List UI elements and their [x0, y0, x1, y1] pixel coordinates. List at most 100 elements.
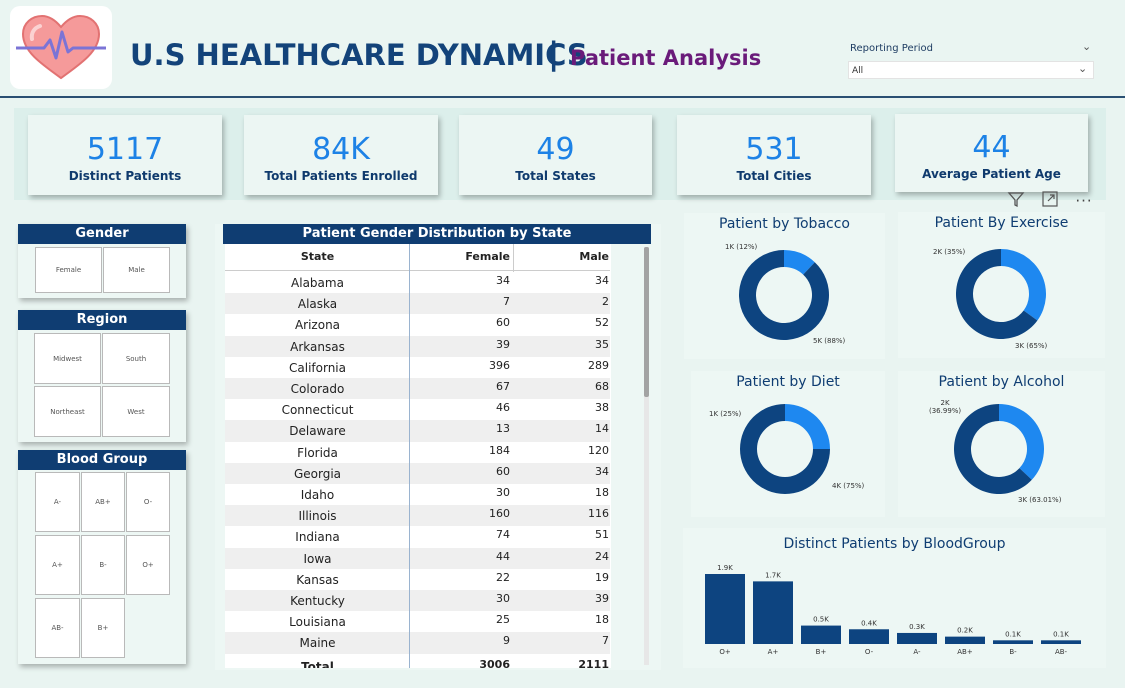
table-row[interactable]: Idaho 30 18	[225, 484, 610, 505]
donut-slice[interactable]	[784, 250, 815, 275]
table-row[interactable]: Louisiana 25 18	[225, 611, 610, 632]
table-cell: 34	[595, 274, 609, 287]
donut-label: 3K (63.01%)	[1018, 496, 1062, 504]
table-cell: 25	[496, 613, 510, 627]
kpi-card-distinct-patients: 5117 Distinct Patients	[28, 115, 222, 195]
slicer-title: Blood Group	[18, 450, 186, 470]
table-scrollbar[interactable]	[644, 247, 649, 665]
table-cell: Alaska	[297, 297, 338, 312]
table-scrollbar-thumb[interactable]	[644, 247, 649, 397]
donut-diet: Patient by Diet 1K (25%) 4K (75%)	[691, 371, 885, 517]
slicer-option-midwest[interactable]: Midwest	[34, 333, 101, 384]
bar[interactable]	[753, 581, 793, 644]
kpi-label: Average Patient Age	[922, 167, 1061, 181]
chart-title: Patient By Exercise	[934, 215, 1069, 231]
slicer-option-south[interactable]: South	[102, 333, 170, 384]
table-row[interactable]: Iowa 44 24	[225, 547, 610, 569]
slicer-option-ab-pos[interactable]: AB+	[81, 472, 125, 532]
table-row[interactable]: Kansas 22 19	[225, 569, 610, 590]
table-row[interactable]: Connecticut 46 38	[225, 399, 610, 420]
slicer-option-female[interactable]: Female	[35, 247, 102, 293]
region-slicer: Region Midwest South Northeast West	[18, 310, 186, 442]
filter-icon[interactable]	[1005, 190, 1027, 212]
bar-data-label: 0.1K	[1053, 630, 1069, 638]
table-cell: 19	[595, 570, 609, 584]
slicer-option-a-neg[interactable]: A-	[35, 472, 80, 532]
table-cell: Louisiana	[289, 615, 346, 630]
table-row[interactable]: Maine 9 7	[225, 632, 610, 654]
table-row[interactable]: Kentucky 30 39	[225, 590, 610, 612]
slicer-option-o-pos[interactable]: O+	[126, 535, 170, 595]
focus-mode-icon[interactable]	[1039, 190, 1061, 212]
table-row[interactable]: Arizona 60 52	[225, 314, 610, 335]
bar[interactable]	[897, 632, 937, 644]
bar-data-label: 0.5K	[813, 616, 829, 624]
column-header-state[interactable]: State	[300, 250, 335, 263]
table-row[interactable]: Illinois 160 116	[225, 505, 610, 527]
column-header-female[interactable]: Female	[465, 250, 510, 263]
donut-slice[interactable]	[740, 404, 830, 494]
bar-data-label: 1.9K	[717, 564, 733, 572]
table-row[interactable]: Alabama 34 34	[225, 272, 610, 293]
x-tick-label: O-	[865, 648, 874, 656]
page-subtitle: Patient Analysis	[570, 46, 762, 70]
donut-slice[interactable]	[1001, 249, 1046, 321]
table-cell: 7	[503, 295, 510, 309]
table-cell: 184	[489, 443, 510, 457]
donut-label: 2K (36.99%)	[929, 399, 962, 415]
bar[interactable]	[849, 629, 889, 644]
bar[interactable]	[993, 640, 1033, 644]
slicer-option-ab-neg[interactable]: AB-	[35, 598, 80, 658]
donut-slice[interactable]	[739, 250, 829, 340]
bar[interactable]	[945, 636, 985, 644]
bar[interactable]	[801, 625, 841, 644]
table-row[interactable]: Colorado 67 68	[225, 378, 610, 400]
donut-slice[interactable]	[999, 404, 1044, 480]
table-cell: 9	[503, 634, 510, 648]
table-cell: 120	[588, 443, 609, 457]
table-cell: 30	[496, 592, 510, 605]
donut-slice[interactable]	[785, 404, 830, 449]
slicer-option-west[interactable]: West	[102, 386, 170, 437]
slicer-option-b-pos[interactable]: B+	[81, 598, 125, 658]
donut-tobacco: Patient by Tobacco 1K (12%) 5K (88%)	[684, 213, 885, 359]
slicer-option-o-neg[interactable]: O-	[126, 472, 170, 532]
reporting-period-dropdown[interactable]: All	[848, 61, 1094, 79]
table-cell: 60	[496, 464, 510, 478]
table-row[interactable]: Florida 184 120	[225, 442, 610, 463]
donut-slice[interactable]	[954, 404, 1032, 494]
slicer-option-b-neg[interactable]: B-	[81, 535, 125, 595]
reporting-period-label: Reporting Period	[850, 43, 933, 54]
chevron-up-icon[interactable]: ⌄	[1082, 40, 1092, 53]
kpi-value: 44	[972, 130, 1011, 165]
slicer-option-a-pos[interactable]: A+	[35, 535, 80, 595]
table-cell: 24	[595, 549, 609, 563]
more-options-icon[interactable]: ···	[1075, 192, 1093, 210]
slicer-title: Region	[18, 310, 186, 330]
page-title: U.S HEALTHCARE DYNAMICS	[130, 38, 588, 72]
bar-data-label: 1.7K	[765, 571, 781, 579]
table-row[interactable]: Indiana 74 51	[225, 526, 610, 547]
table-row[interactable]: Delaware 13 14	[225, 420, 610, 442]
slicer-option-male[interactable]: Male	[103, 247, 170, 293]
table-cell: 44	[496, 549, 510, 563]
table-row[interactable]: Alaska 7 2	[225, 293, 610, 315]
table-row[interactable]: Arkansas 39 35	[225, 335, 610, 357]
bar[interactable]	[1041, 640, 1081, 644]
table-row[interactable]: Georgia 60 34	[225, 462, 610, 484]
table-cell: 39	[496, 337, 510, 351]
donut-chart	[954, 404, 1044, 494]
state-gender-table: State Female Male Alabama 34 34 Alaska 7 2 Ari…	[225, 244, 611, 668]
table-cell: Iowa	[303, 551, 332, 566]
column-header-male[interactable]: Male	[579, 250, 609, 263]
table-row[interactable]: California 396 289	[225, 357, 610, 378]
bar[interactable]	[705, 574, 745, 644]
donut-alcohol: Patient by Alcohol 2K (36.99%) 3K (63.01…	[898, 371, 1105, 517]
table-cell: Arkansas	[290, 339, 345, 354]
slicer-option-northeast[interactable]: Northeast	[34, 386, 101, 437]
donut-label: 5K (88%)	[813, 337, 846, 345]
table-cell: 35	[595, 337, 609, 351]
donut-slice[interactable]	[956, 249, 1038, 339]
chevron-down-icon[interactable]: ⌄	[1078, 62, 1088, 75]
table-cell: 396	[489, 358, 510, 372]
